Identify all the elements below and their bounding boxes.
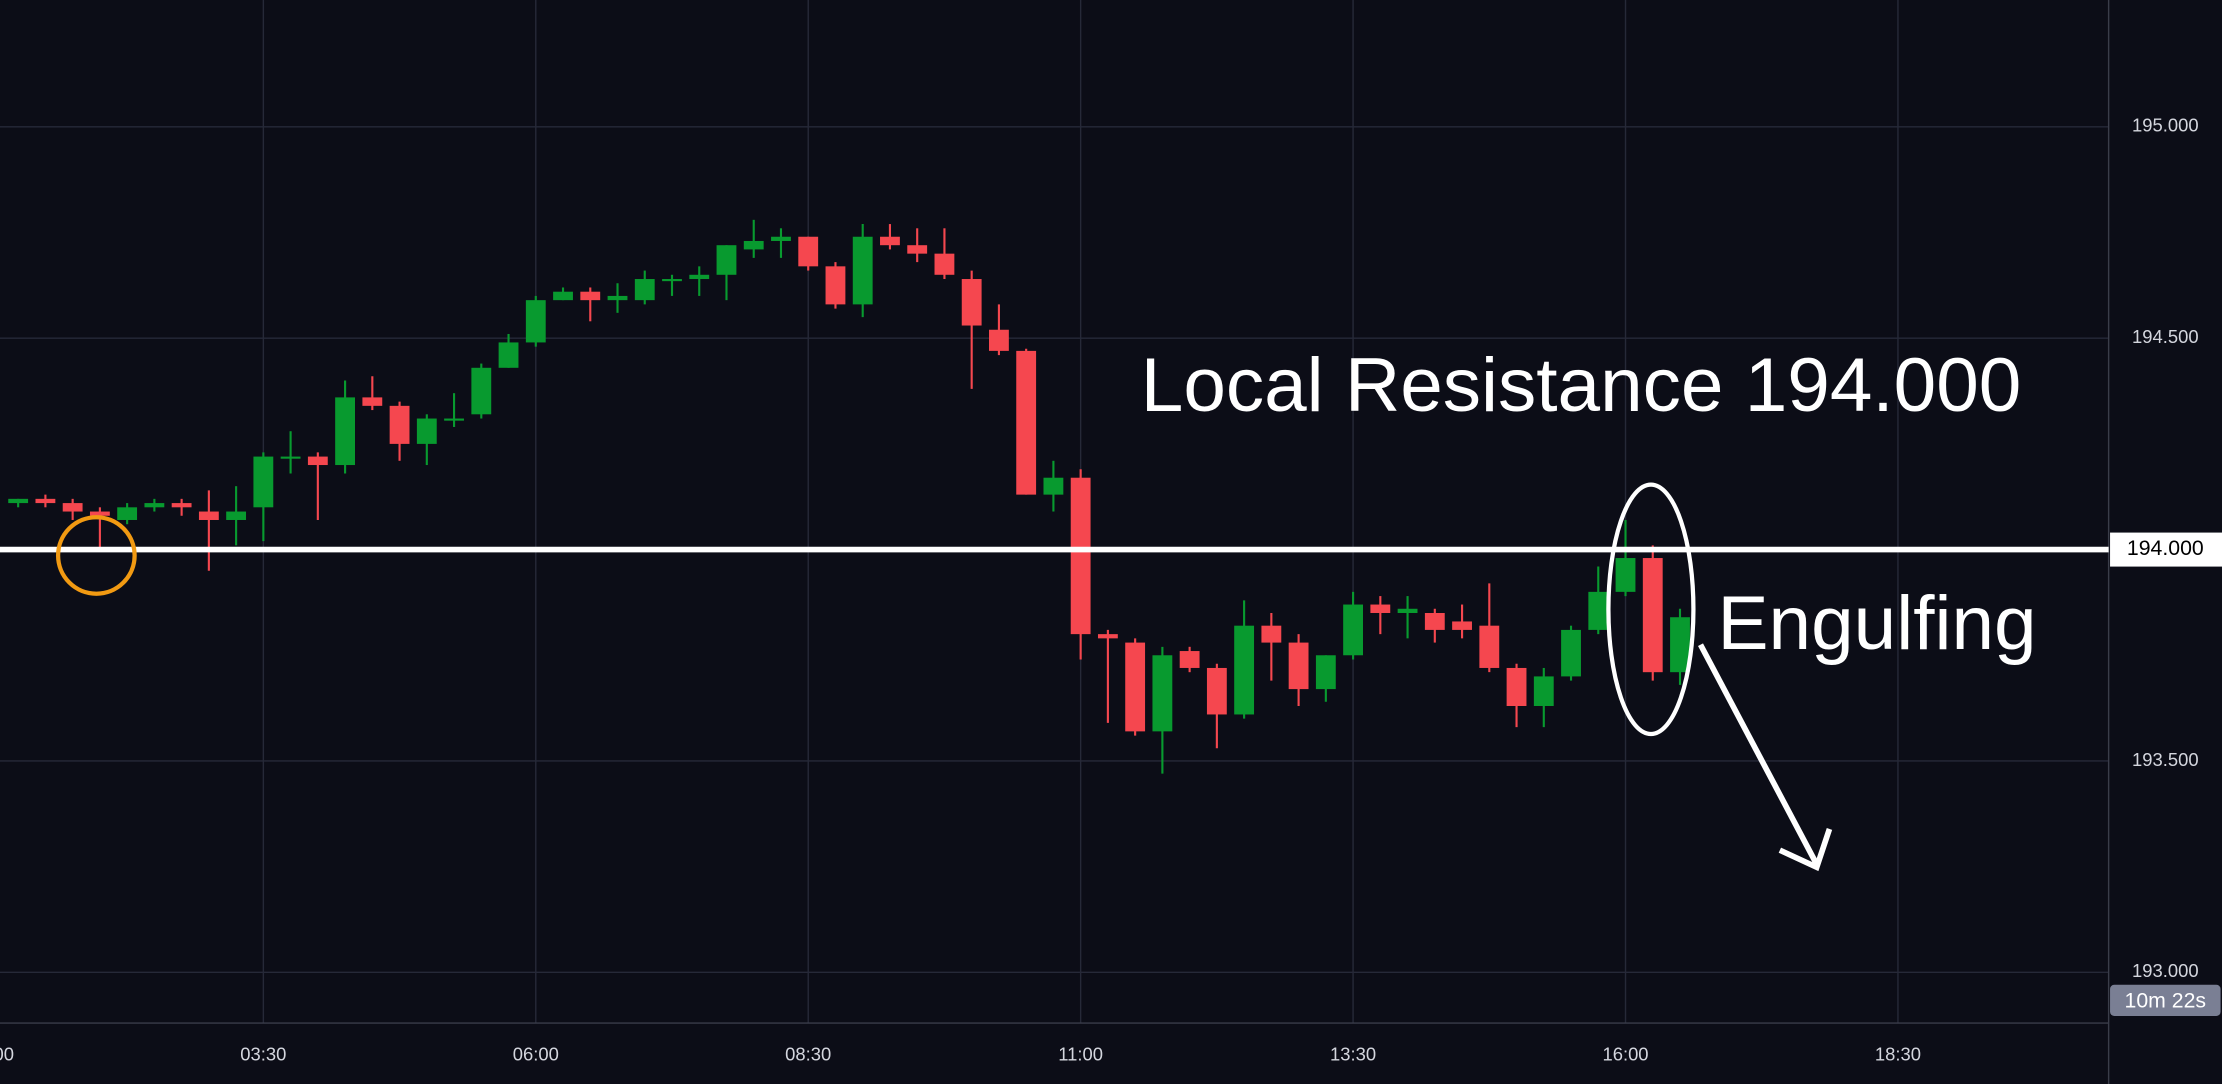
candle-body xyxy=(226,511,247,520)
candle-body xyxy=(171,503,192,508)
candle-body xyxy=(1343,604,1364,656)
candle-body xyxy=(1016,350,1037,495)
candle-body xyxy=(1452,621,1472,630)
candle-body xyxy=(8,498,29,504)
candle-body xyxy=(1234,625,1255,715)
candle-body xyxy=(89,511,110,516)
x-tick-label: 16:00 xyxy=(1602,1044,1648,1065)
candle-body xyxy=(1315,655,1336,690)
candle-body xyxy=(1152,655,1173,732)
arrow xyxy=(1698,643,1820,866)
candle-body xyxy=(989,329,1009,351)
candle-body xyxy=(743,240,764,250)
candle-body xyxy=(35,498,56,504)
candle-body xyxy=(1506,667,1527,707)
candle-body xyxy=(634,279,655,301)
candle-body xyxy=(1288,642,1309,690)
candle-body xyxy=(1206,667,1227,715)
candle-body xyxy=(716,245,737,275)
highlight-circle xyxy=(55,515,137,596)
candle-body xyxy=(1397,608,1418,613)
candle-body xyxy=(1424,612,1445,630)
candle-body xyxy=(1533,676,1554,707)
countdown: 10m 22s xyxy=(2125,988,2207,1012)
candle-body xyxy=(1043,477,1064,495)
candle-body xyxy=(471,367,492,415)
candle-body xyxy=(580,291,601,301)
candle-body xyxy=(1642,558,1663,673)
candle-body xyxy=(798,236,819,267)
candle-body xyxy=(335,397,356,466)
candle-body xyxy=(961,279,982,326)
level-label-box xyxy=(2110,532,2222,567)
candle-body xyxy=(1125,642,1146,732)
candle-body xyxy=(662,279,682,282)
candle-body xyxy=(498,342,519,368)
candle-body xyxy=(934,253,955,275)
candle-body xyxy=(444,418,464,421)
candle-body xyxy=(362,397,383,406)
x-tick-label: 13:30 xyxy=(1330,1044,1376,1065)
candle-body xyxy=(1070,477,1091,635)
y-tick-label: 195.000 xyxy=(2132,115,2199,136)
countdown-box xyxy=(2110,984,2221,1016)
candle-body xyxy=(1561,629,1581,677)
candle-body xyxy=(280,456,301,459)
candle-body xyxy=(1179,651,1200,668)
candle-body xyxy=(198,511,219,520)
candle-body xyxy=(1261,625,1282,643)
candle-body xyxy=(689,274,710,280)
candle-body xyxy=(253,456,274,508)
y-tick-label: 194.500 xyxy=(2132,326,2199,347)
x-tick-label: 03:30 xyxy=(240,1044,286,1065)
candle-body xyxy=(907,245,928,254)
x-tick-label: 18:30 xyxy=(1875,1044,1921,1065)
arrow-head xyxy=(1778,828,1833,872)
candle-body xyxy=(771,236,791,241)
candle-body xyxy=(607,295,628,301)
annotation: Engulfing xyxy=(1718,581,2037,666)
candle-body xyxy=(553,291,573,301)
candle-body xyxy=(389,405,410,444)
candle-body xyxy=(416,418,437,444)
candle-body xyxy=(1615,558,1636,592)
annotation: Local Resistance 194.000 xyxy=(1141,343,2022,428)
candle-body xyxy=(307,456,328,466)
candle-body xyxy=(144,503,165,508)
candle-body xyxy=(1588,591,1609,630)
candle-body xyxy=(62,503,83,512)
candle-body xyxy=(1670,617,1690,673)
y-tick-label: 193.000 xyxy=(2132,960,2199,981)
x-tick-label: 01:00 xyxy=(0,1044,14,1065)
candle-body xyxy=(1479,625,1500,668)
candle-body xyxy=(825,266,846,305)
candle-body xyxy=(852,236,873,305)
level-label: 194.000 xyxy=(2127,536,2204,560)
x-tick-label: 11:00 xyxy=(1058,1044,1103,1065)
x-tick-label: 06:00 xyxy=(513,1044,559,1065)
candle-body xyxy=(525,300,546,343)
candle-body xyxy=(117,507,138,520)
candle-body xyxy=(880,236,900,246)
candle-body xyxy=(1097,634,1118,639)
candle-body xyxy=(1370,604,1391,613)
y-tick-label: 193.500 xyxy=(2132,749,2199,770)
x-tick-label: 08:30 xyxy=(785,1044,831,1065)
highlight-ellipse xyxy=(1606,482,1696,737)
